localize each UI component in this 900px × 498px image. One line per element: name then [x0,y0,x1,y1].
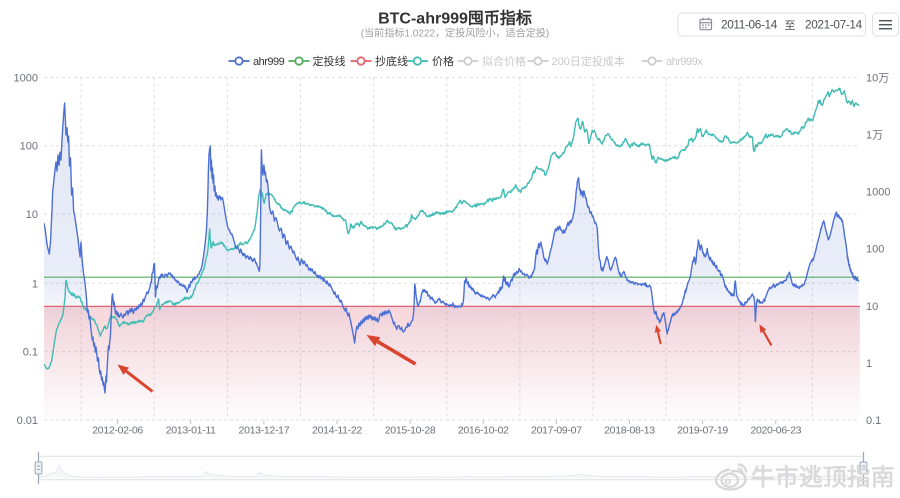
svg-text:1万: 1万 [866,130,883,142]
svg-text:2011-06-14: 2011-06-14 [721,18,778,32]
svg-text:价格: 价格 [432,54,454,68]
svg-text:0.01: 0.01 [17,415,38,427]
svg-text:10: 10 [866,301,878,313]
svg-text:100: 100 [20,141,38,153]
svg-text:2015-10-28: 2015-10-28 [385,425,436,437]
svg-text:10万: 10万 [866,72,889,84]
svg-text:拟合价格: 拟合价格 [482,54,526,68]
svg-text:2017-09-07: 2017-09-07 [531,425,582,437]
svg-text:2016-10-02: 2016-10-02 [458,425,509,437]
svg-text:0.1: 0.1 [866,415,881,427]
svg-text:200日定投成本: 200日定投成本 [552,54,625,68]
svg-text:2013-12-17: 2013-12-17 [239,425,290,437]
svg-text:2013-01-11: 2013-01-11 [166,425,216,437]
svg-text:2012-02-06: 2012-02-06 [92,425,143,437]
svg-text:BTC-ahr999囤币指标: BTC-ahr999囤币指标 [378,9,532,28]
svg-text:2021-07-14: 2021-07-14 [805,18,863,32]
svg-text:(当前指标1.0222，定投风险小，适合定投): (当前指标1.0222，定投风险小，适合定投) [361,27,549,40]
svg-text:0.1: 0.1 [23,347,38,359]
svg-text:至: 至 [785,20,796,32]
svg-text:定投线: 定投线 [313,54,346,68]
svg-text:2014-11-22: 2014-11-22 [312,425,362,437]
svg-text:1000: 1000 [14,72,38,84]
svg-text:100: 100 [866,244,884,256]
svg-text:牛市逃顶指南: 牛市逃顶指南 [751,463,895,490]
svg-text:2018-08-13: 2018-08-13 [604,425,655,437]
svg-text:ahr999x: ahr999x [666,56,703,68]
svg-text:抄底线: 抄底线 [375,54,408,68]
svg-text:1: 1 [866,358,872,370]
svg-text:10: 10 [26,209,38,221]
svg-text:1000: 1000 [866,187,890,199]
svg-text:ahr999: ahr999 [253,56,285,68]
svg-text:2020-06-23: 2020-06-23 [750,425,801,437]
svg-text:1: 1 [32,278,38,290]
svg-text:2019-07-19: 2019-07-19 [677,425,728,437]
